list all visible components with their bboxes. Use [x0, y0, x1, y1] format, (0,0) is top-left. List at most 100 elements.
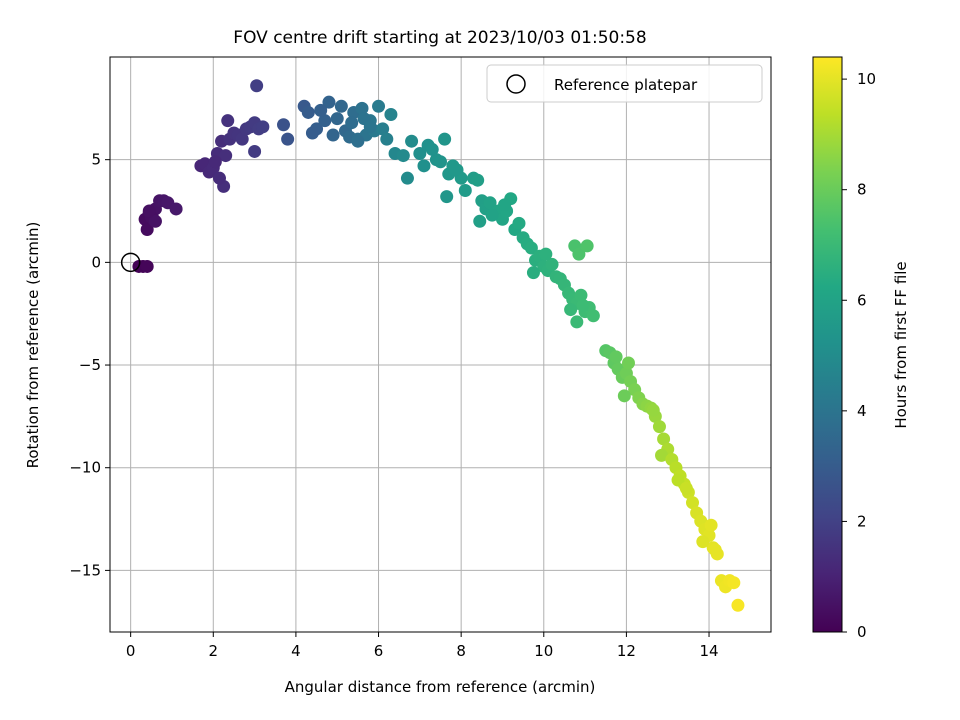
colorbar-ticks: 0 2 4 6 8 10	[842, 70, 876, 641]
scatter-point	[572, 247, 586, 261]
scatter-point	[448, 163, 462, 177]
scatter-point	[458, 183, 472, 197]
scatter-point	[330, 112, 344, 126]
scatter-point	[704, 518, 718, 532]
legend-reference-marker	[506, 74, 526, 94]
scatter-point	[219, 149, 233, 163]
scatter-point	[696, 535, 710, 549]
scatter-point	[212, 171, 226, 185]
scatter-point	[498, 198, 512, 212]
scatter-point	[140, 259, 154, 273]
scatter-point	[524, 241, 538, 255]
scatter-point	[417, 159, 431, 173]
x-tick-label: 8	[456, 642, 466, 660]
scatter-point	[250, 79, 264, 93]
scatter-point	[208, 155, 222, 169]
x-tick-label: 4	[291, 642, 301, 660]
scatter-point	[686, 496, 700, 510]
scatter-point	[372, 99, 386, 113]
scatter-point	[574, 288, 588, 302]
x-tick-label: 10	[534, 642, 553, 660]
colorbar-tick-label: 4	[857, 402, 867, 420]
x-axis-ticks: 0 2 4 6 8 10 12 14	[126, 632, 719, 660]
scatter-points	[132, 79, 745, 612]
scatter-point	[281, 132, 295, 146]
scatter-point	[671, 473, 685, 487]
scatter-point	[314, 103, 328, 117]
scatter-point	[351, 134, 365, 148]
scatter-point	[355, 101, 369, 115]
legend-entry-reference-platepar: Reference platepar	[554, 76, 698, 94]
scatter-point	[512, 216, 526, 230]
colorbar: 0 2 4 6 8 10 Hours from first FF file	[812, 56, 910, 641]
colorbar-gradient	[812, 56, 843, 633]
colorbar-tick-label: 2	[857, 512, 867, 530]
scatter-point	[413, 147, 427, 161]
x-axis-label: Angular distance from reference (arcmin)	[285, 678, 596, 696]
scatter-point	[277, 118, 291, 132]
scatter-point	[485, 208, 499, 222]
colorbar-tick-label: 0	[857, 623, 867, 641]
x-tick-label: 2	[209, 642, 219, 660]
y-tick-label: 5	[91, 151, 101, 169]
scatter-point	[148, 214, 162, 228]
scatter-point	[140, 223, 154, 236]
scatter-point	[169, 202, 183, 216]
scatter-point	[256, 120, 270, 134]
scatter-point	[657, 432, 671, 446]
scatter-point	[221, 114, 235, 128]
scatter-point	[376, 122, 390, 136]
scatter-point	[646, 403, 660, 417]
scatter-point	[580, 239, 594, 253]
scatter-point	[425, 142, 439, 156]
scatter-point	[396, 149, 410, 163]
scatter-point	[440, 190, 454, 204]
scatter-point	[434, 155, 447, 169]
scatter-point	[652, 420, 666, 434]
scatter-point	[473, 214, 487, 228]
reference-point-marker	[120, 252, 141, 273]
y-tick-label: −15	[69, 561, 101, 579]
scatter-point	[248, 144, 262, 158]
x-tick-label: 14	[699, 642, 718, 660]
scatter-point	[727, 576, 741, 590]
scatter-point	[483, 196, 497, 210]
scatter-point	[405, 134, 419, 148]
scatter-point	[334, 99, 348, 113]
scatter-point	[318, 114, 332, 128]
scatter-point	[617, 389, 631, 403]
scatter-point	[301, 105, 315, 119]
reference-marker	[120, 252, 141, 273]
scatter-point	[545, 257, 559, 271]
scatter-point	[326, 128, 340, 142]
scatter-point	[570, 315, 584, 329]
scatter-point	[586, 309, 600, 323]
y-axis-ticks: −15 −10 −5 0 5	[69, 151, 110, 579]
scatter-point	[576, 298, 590, 312]
scatter-point	[345, 116, 359, 130]
y-axis-label: Rotation from reference (arcmin)	[24, 222, 42, 469]
scatter-point	[363, 120, 377, 134]
scatter-point	[384, 108, 398, 121]
x-tick-label: 12	[617, 642, 636, 660]
colorbar-tick-label: 8	[857, 181, 867, 199]
scatter-point	[564, 303, 578, 317]
colorbar-tick-label: 10	[857, 70, 876, 88]
legend-box	[486, 64, 763, 103]
scatter-point	[380, 132, 394, 146]
scatter-point	[679, 481, 693, 495]
scatter-point	[609, 350, 623, 364]
plot-frame	[109, 56, 772, 633]
colorbar-tick-label: 6	[857, 291, 867, 309]
scatter-point	[621, 356, 635, 370]
y-tick-label: 0	[91, 253, 101, 271]
scatter-point	[142, 204, 156, 218]
scatter-point	[471, 173, 485, 187]
scatter-point	[322, 95, 336, 109]
y-tick-label: −5	[79, 356, 101, 374]
scatter-point	[305, 126, 319, 140]
scatter-point	[400, 171, 414, 185]
scatter-point	[655, 448, 669, 462]
x-tick-label: 6	[374, 642, 384, 660]
scatter-point	[731, 598, 745, 612]
